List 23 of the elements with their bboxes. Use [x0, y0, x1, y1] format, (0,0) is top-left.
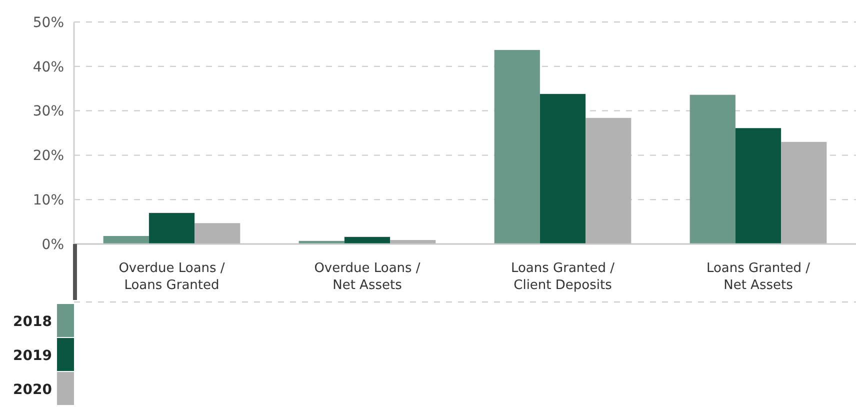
y-tick-label: 0%	[42, 236, 64, 253]
bar	[148, 212, 195, 244]
legend-label: 2019	[13, 348, 52, 364]
y-tick-label: 20%	[32, 148, 64, 164]
y-tick-label: 30%	[32, 104, 64, 120]
y-tick-label: 40%	[32, 59, 64, 76]
bar	[586, 118, 632, 244]
x-tick-label: Loans Granted / Client Deposits	[510, 261, 616, 293]
bar	[103, 236, 149, 244]
bar	[781, 142, 827, 244]
bar	[540, 94, 586, 244]
y-tick-label: 10%	[32, 192, 64, 208]
bar	[194, 223, 240, 244]
bar	[494, 50, 540, 244]
x-tick-label: Loans Granted / Net Assets	[706, 261, 811, 293]
x-tick-label: Overdue Loans / Net Assets	[314, 261, 421, 293]
legend-label: 2020	[13, 382, 52, 398]
bar	[735, 128, 782, 244]
x-tick-label: Overdue Loans / Loans Granted	[118, 261, 226, 293]
legend-label: 2018	[13, 314, 52, 330]
bar	[344, 236, 390, 244]
bar	[690, 94, 736, 244]
y-tick-label: 50%	[32, 14, 64, 31]
